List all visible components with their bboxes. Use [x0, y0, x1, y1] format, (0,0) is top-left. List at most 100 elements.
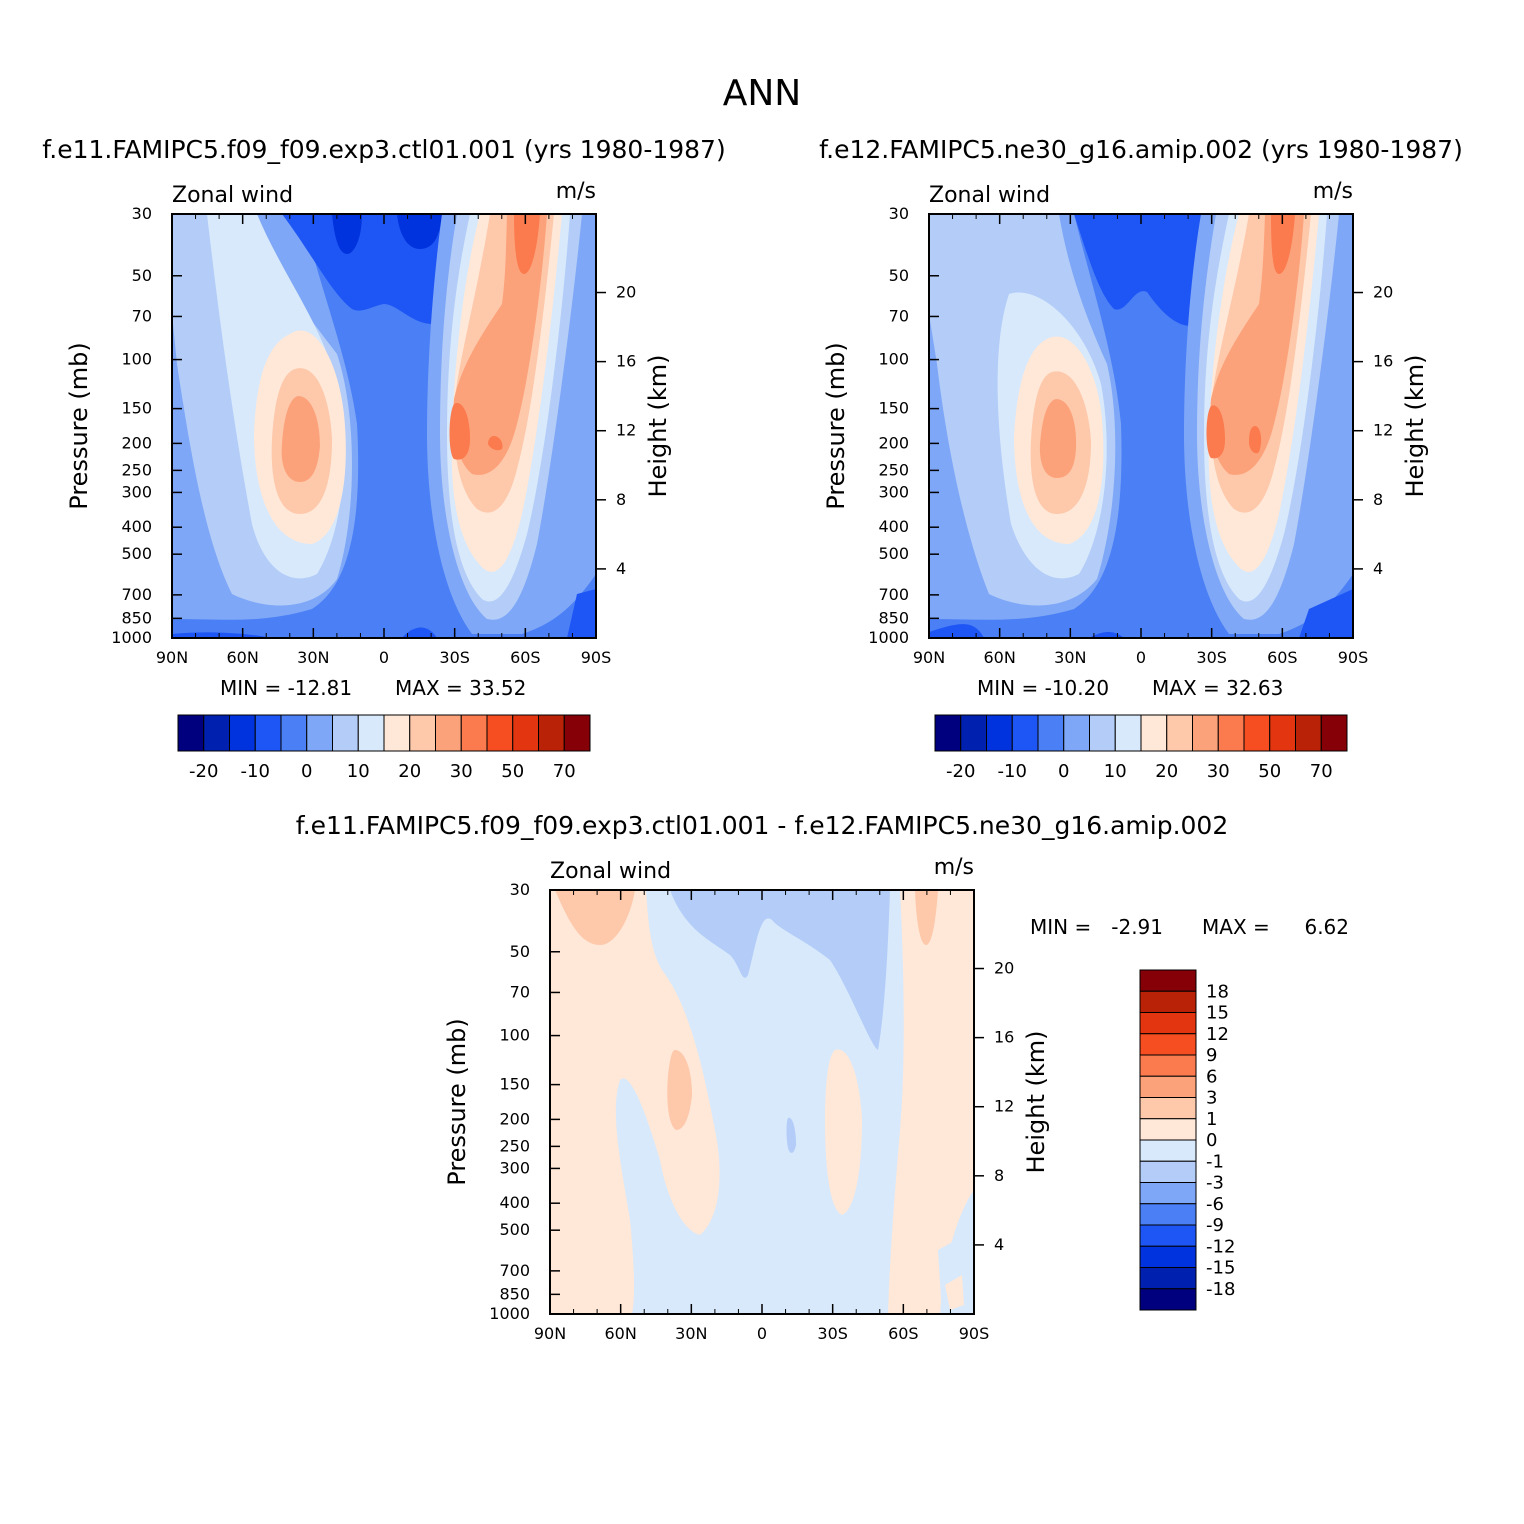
y2-tick-label: 8 — [1373, 490, 1383, 509]
colorbar-swatch — [229, 714, 256, 752]
colorbar-swatch — [1139, 1288, 1197, 1311]
y2-tick-label: 12 — [616, 421, 636, 440]
y-tick-label: 700 — [878, 585, 909, 604]
y-tick-label: 300 — [121, 482, 152, 501]
contour-band — [332, 214, 362, 254]
colorbar-swatch — [1011, 714, 1039, 752]
colorbar-swatch — [1089, 714, 1116, 752]
y-tick-label: 200 — [878, 433, 909, 452]
contour-band — [1039, 399, 1077, 478]
colorbar-swatch — [1295, 714, 1322, 752]
colorbar-swatch — [383, 714, 411, 752]
y-tick-label: 70 — [889, 306, 909, 325]
x-tick-label: 60N — [227, 648, 259, 667]
colorbar-swatch — [1139, 1097, 1197, 1120]
colorbar-label: -3 — [1206, 1173, 1224, 1194]
colorbar-swatch — [1243, 714, 1271, 752]
y-tick-label: 150 — [499, 1075, 530, 1094]
y-tick-label: 30 — [132, 204, 152, 223]
colorbar-swatch — [1139, 1012, 1197, 1035]
x-tick-label: 30S — [439, 648, 470, 667]
y2-tick-label: 8 — [616, 490, 626, 509]
y2-tick-label: 16 — [1373, 352, 1393, 371]
colorbar-swatch — [1139, 969, 1197, 992]
colorbar: -20 -10 0 10 20 30 50 70 — [934, 714, 1348, 782]
y2-tick-label: 16 — [994, 1028, 1014, 1047]
colorbar-swatch — [435, 714, 462, 752]
colorbar-swatch — [357, 714, 385, 752]
contour-band — [172, 632, 272, 638]
x-tick-label: 90S — [959, 1324, 990, 1343]
min-label: MIN = — [1030, 915, 1091, 939]
x-tick-label: 30S — [1196, 648, 1227, 667]
y2-tick-label: 16 — [616, 352, 636, 371]
colorbar-label: -9 — [1206, 1215, 1224, 1236]
y-tick-label: 150 — [121, 399, 152, 418]
colorbar-label: 1 — [1206, 1109, 1217, 1130]
y-tick-label: 850 — [878, 608, 909, 627]
y-tick-label: 70 — [132, 306, 152, 325]
contour-band — [667, 1050, 692, 1130]
x-tick-label: 60S — [510, 648, 541, 667]
y-tick-label: 250 — [499, 1136, 530, 1155]
y2-tick-label: 4 — [1373, 559, 1383, 578]
y-axis-label: Pressure (mb) — [443, 1018, 471, 1185]
y-tick-label: 200 — [121, 433, 152, 452]
colorbar-swatch — [177, 714, 205, 752]
y-tick-label: 250 — [121, 460, 152, 479]
colorbar-swatch — [1217, 714, 1245, 752]
contour-band — [915, 890, 938, 945]
colorbar-label: 0 — [1058, 761, 1069, 782]
colorbar-label: 20 — [1155, 761, 1178, 782]
contour-field-a — [172, 214, 596, 638]
x-tick-label: 60N — [605, 1324, 637, 1343]
colorbar-swatch — [332, 714, 359, 752]
variable-label: Zonal wind — [929, 183, 1050, 208]
colorbar-label: -1 — [1206, 1151, 1224, 1172]
y-tick-label: 850 — [121, 608, 152, 627]
y2-tick-label: 12 — [994, 1097, 1014, 1116]
x-tick-label: 90N — [913, 648, 945, 667]
y-tick-label: 250 — [878, 460, 909, 479]
contour-field-diff — [550, 890, 974, 1314]
colorbar-label: 10 — [1104, 761, 1127, 782]
y-tick-label: 700 — [499, 1261, 530, 1280]
panel-text-1: f.e12.FAMIPC5.ne30_g16.amip.002 (yrs 198… — [819, 135, 1463, 667]
min-label: MIN = -12.81 — [220, 676, 352, 700]
contour-band — [514, 214, 540, 274]
contour-band — [397, 214, 442, 249]
colorbar-label: 6 — [1206, 1066, 1217, 1087]
x-tick-label: 0 — [757, 1324, 767, 1343]
colorbar-swatch — [1139, 1075, 1197, 1098]
x-tick-label: 30N — [297, 648, 329, 667]
colorbar-swatch — [280, 714, 308, 752]
contour-band — [488, 436, 503, 451]
y2-tick-label: 8 — [994, 1166, 1004, 1185]
y-tick-label: 100 — [499, 1026, 530, 1045]
x-tick-label: 30N — [1054, 648, 1086, 667]
max-label: MAX = 32.63 — [1152, 676, 1283, 700]
units-label: m/s — [556, 179, 596, 204]
colorbar-swatch — [512, 714, 539, 752]
y2-tick-label: 20 — [994, 959, 1014, 978]
y-tick-label: 850 — [499, 1284, 530, 1303]
colorbar-swatch — [1139, 1033, 1197, 1056]
y-tick-label: 400 — [121, 517, 152, 536]
colorbar-label: -10 — [998, 761, 1027, 782]
panel-model-b — [928, 213, 1354, 639]
contour-band — [567, 589, 596, 638]
colorbar-swatch — [1139, 1182, 1197, 1205]
colorbar-swatch — [960, 714, 987, 752]
colorbar-label: 30 — [450, 761, 473, 782]
x-tick-label: 30S — [817, 1324, 848, 1343]
colorbar-label: 9 — [1206, 1045, 1217, 1066]
variable-label: Zonal wind — [550, 859, 671, 884]
y-tick-label: 300 — [878, 482, 909, 501]
colorbar-swatch — [1192, 714, 1219, 752]
colorbar-swatch — [1166, 714, 1193, 752]
y-tick-label: 100 — [878, 350, 909, 369]
contour-band — [825, 1049, 862, 1215]
colorbar-swatch — [1139, 1160, 1197, 1183]
min-label: MIN = -10.20 — [977, 676, 1109, 700]
